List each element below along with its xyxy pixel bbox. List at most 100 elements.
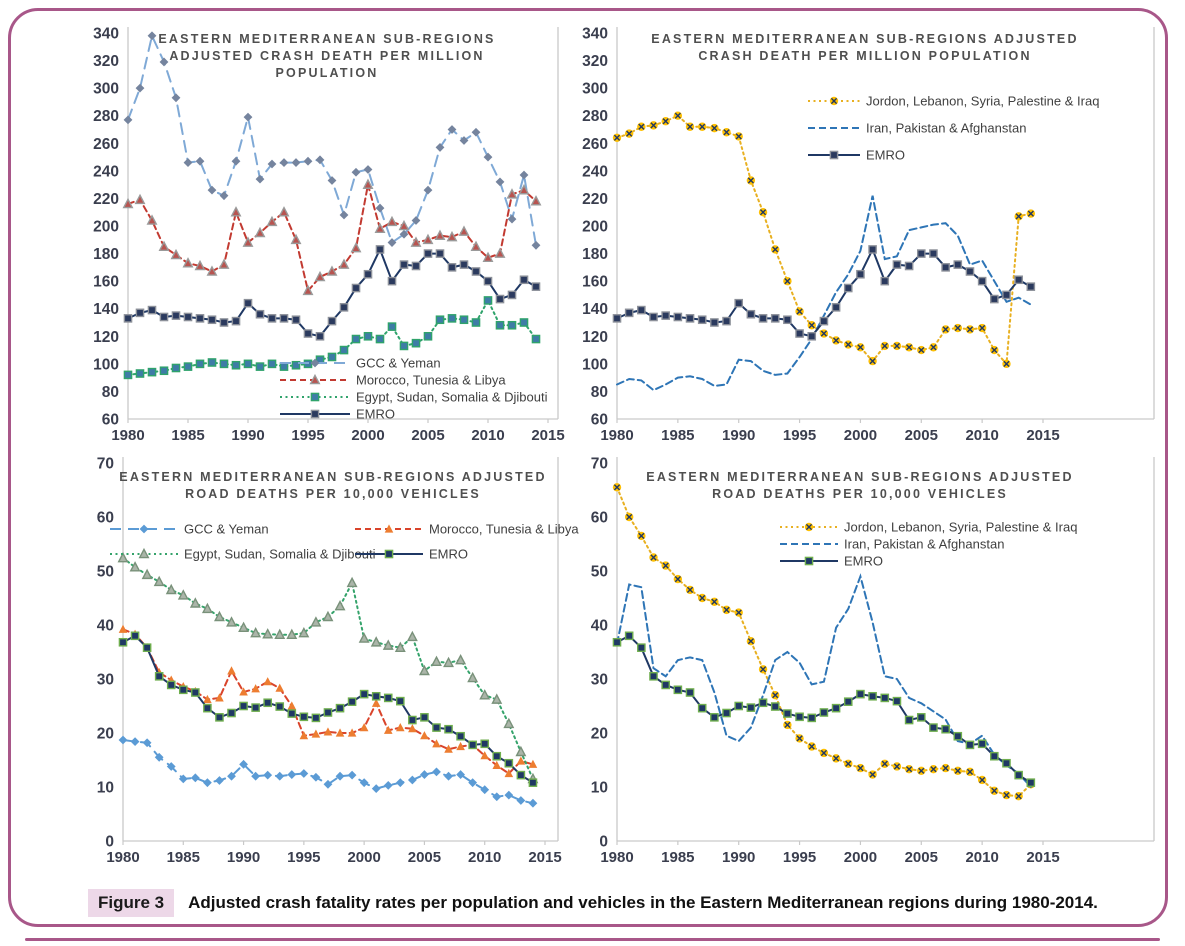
x-tick-label: 1995 xyxy=(783,849,816,866)
legend-label: Egypt, Sudan, Somalia & Djibouti xyxy=(356,390,548,405)
y-tick-label: 40 xyxy=(97,618,114,635)
x-tick-label: 1980 xyxy=(111,427,144,444)
x-tick-label: 2000 xyxy=(347,849,380,866)
y-tick-label: 160 xyxy=(582,274,608,291)
series-emro xyxy=(123,245,541,341)
legend-label: Jordon, Lebanon, Syria, Palestine & Iraq xyxy=(844,520,1077,535)
y-tick-label: 20 xyxy=(97,726,114,743)
y-tick-label: 240 xyxy=(582,163,608,180)
series-jordon-lebanon-syria-palestine-iraq xyxy=(612,483,1036,801)
chart-title-line: EASTERN MEDITERRANEAN SUB-REGIONS ADJUST… xyxy=(646,470,1073,484)
legend-item-emro: EMRO xyxy=(280,407,395,422)
chart-title-line: EASTERN MEDITERRANEAN SUB-REGIONS ADJUST… xyxy=(651,32,1078,46)
legend-label: EMRO xyxy=(866,148,905,163)
y-tick-label: 100 xyxy=(93,356,119,373)
x-tick-label: 2010 xyxy=(965,427,998,444)
chart-crash-death-per-million-country-groups: 340 320 300 280 260 240 220 200 180 160 140 120 100 8… xyxy=(580,11,1168,456)
chart-road-deaths-per-vehicles-country-groups: 70 60 50 40 30 20 10 0 1980 1985 1990 1995 2000 2005 2… xyxy=(580,451,1168,881)
legend-label: GCC & Yeman xyxy=(356,356,441,371)
y-tick-label: 160 xyxy=(93,274,119,291)
x-tick-label: 2000 xyxy=(844,849,877,866)
legend-item-egypt-sudan-somalia-djibouti: Egypt, Sudan, Somalia & Djibouti xyxy=(280,390,548,405)
y-tick-label: 30 xyxy=(591,672,608,689)
y-tick-label: 200 xyxy=(582,219,608,236)
legend-item-egypt-sudan-somalia-djibouti: Egypt, Sudan, Somalia & Djibouti xyxy=(110,547,376,562)
x-tick-label: 2005 xyxy=(408,849,441,866)
legend-label: GCC & Yeman xyxy=(184,522,269,537)
y-tick-label: 280 xyxy=(582,108,608,125)
legend-label: EMRO xyxy=(356,407,395,422)
chart-svg-crash-death-per-million-subregions: 340 320 300 280 260 240 220 200 180 160 140 120 100 8… xyxy=(93,26,565,445)
x-tick-label: 1990 xyxy=(231,427,264,444)
legend-label: Iran, Pakistan & Afghanstan xyxy=(866,121,1026,136)
y-tick-label: 50 xyxy=(591,564,608,581)
legend-item-gcc-yeman: GCC & Yeman xyxy=(280,356,441,371)
legend-item-iran-pakistan-afghanstan: Iran, Pakistan & Afghanstan xyxy=(780,537,1004,552)
chart-title-line: ROAD DEATHS PER 10,000 VEHICLES xyxy=(185,487,481,501)
y-tick-label: 320 xyxy=(93,53,119,70)
y-tick-label: 0 xyxy=(105,834,114,851)
y-tick-label: 70 xyxy=(591,456,608,473)
y-tick-label: 50 xyxy=(97,564,114,581)
series-emro xyxy=(612,245,1036,341)
chart-svg-crash-death-per-million-country-groups: 340 320 300 280 260 240 220 200 180 160 140 120 100 8… xyxy=(582,26,1155,444)
legend-label: Morocco, Tunesia & Libya xyxy=(429,522,579,537)
legend-item-emro: EMRO xyxy=(808,148,905,163)
legend-item-emro: EMRO xyxy=(355,547,468,562)
x-tick-label: 2015 xyxy=(1026,427,1059,444)
x-tick-label: 1990 xyxy=(722,427,755,444)
axes: 340 320 300 280 260 240 220 200 180 160 140 120 100 8… xyxy=(93,26,565,445)
x-tick-label: 2000 xyxy=(351,427,384,444)
y-tick-label: 20 xyxy=(591,726,608,743)
y-tick-label: 0 xyxy=(599,834,608,851)
legend-label: EMRO xyxy=(844,554,883,569)
x-tick-label: 1990 xyxy=(722,849,755,866)
y-tick-label: 10 xyxy=(97,780,114,797)
x-tick-label: 2005 xyxy=(411,427,444,444)
x-tick-label: 2000 xyxy=(844,427,877,444)
x-tick-label: 2005 xyxy=(905,427,938,444)
chart-title-line: POPULATION xyxy=(275,66,378,80)
y-tick-label: 180 xyxy=(582,246,608,263)
y-tick-label: 70 xyxy=(97,456,114,473)
y-tick-label: 80 xyxy=(591,384,608,401)
y-tick-label: 240 xyxy=(93,163,119,180)
y-tick-label: 120 xyxy=(93,329,119,346)
chart-road-deaths-per-vehicles-subregions: 70 60 50 40 30 20 10 0 1980 1985 1990 1995 2000 2005 2… xyxy=(15,451,580,881)
legend-item-morocco-tunesia-libya: Morocco, Tunesia & Libya xyxy=(280,373,506,388)
y-tick-label: 140 xyxy=(93,301,119,318)
y-tick-label: 300 xyxy=(93,81,119,98)
x-tick-label: 2010 xyxy=(965,849,998,866)
series-egypt-sudan-somalia-djibouti xyxy=(123,296,541,380)
x-tick-label: 1985 xyxy=(661,849,694,866)
y-tick-label: 340 xyxy=(582,26,608,43)
chart-crash-death-per-million-subregions: 340 320 300 280 260 240 220 200 180 160 140 120 100 8… xyxy=(15,11,580,456)
x-tick-label: 1990 xyxy=(227,849,260,866)
x-tick-label: 1985 xyxy=(171,427,204,444)
legend-label: EMRO xyxy=(429,547,468,562)
series-gcc-yeman xyxy=(123,31,541,250)
y-tick-label: 60 xyxy=(591,412,608,429)
y-tick-label: 280 xyxy=(93,108,119,125)
x-tick-label: 1980 xyxy=(600,427,633,444)
x-tick-label: 1980 xyxy=(106,849,139,866)
y-tick-label: 100 xyxy=(582,356,608,373)
legend-label: Jordon, Lebanon, Syria, Palestine & Iraq xyxy=(866,94,1099,109)
x-tick-label: 2015 xyxy=(1026,849,1059,866)
y-tick-label: 140 xyxy=(582,301,608,318)
y-tick-label: 220 xyxy=(582,191,608,208)
y-tick-label: 60 xyxy=(97,510,114,527)
legend-item-jordon-lebanon-syria-palestine-iraq: Jordon, Lebanon, Syria, Palestine & Iraq xyxy=(808,94,1099,109)
figure-number-label: Figure 3 xyxy=(88,889,175,917)
x-tick-label: 2010 xyxy=(468,849,501,866)
chart-title-line: ROAD DEATHS PER 10,000 VEHICLES xyxy=(712,487,1008,501)
y-tick-label: 260 xyxy=(93,136,119,153)
y-tick-label: 80 xyxy=(102,384,119,401)
y-tick-label: 260 xyxy=(582,136,608,153)
x-tick-label: 2015 xyxy=(531,427,564,444)
x-tick-label: 2005 xyxy=(905,849,938,866)
legend-item-morocco-tunesia-libya: Morocco, Tunesia & Libya xyxy=(355,522,579,537)
y-tick-label: 300 xyxy=(582,81,608,98)
